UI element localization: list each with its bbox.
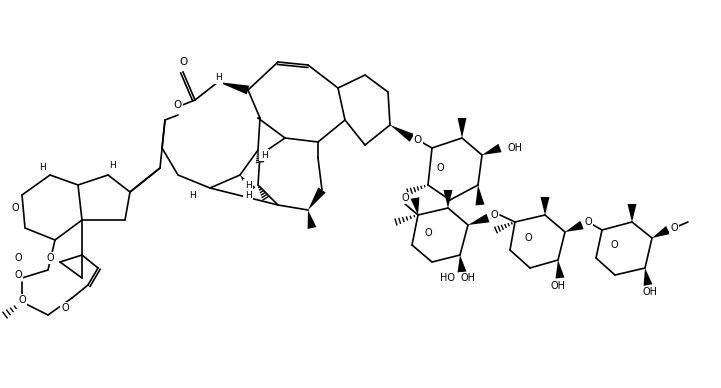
Text: O: O (490, 210, 497, 220)
Text: H: H (260, 151, 267, 159)
Text: O: O (671, 223, 678, 233)
Text: H: H (39, 163, 45, 171)
Text: OH: OH (508, 143, 523, 153)
Text: H: H (215, 73, 221, 83)
Text: O: O (584, 217, 592, 227)
Text: O: O (179, 57, 187, 67)
Text: O: O (61, 303, 68, 313)
Polygon shape (652, 226, 670, 238)
Text: O: O (14, 253, 22, 263)
Polygon shape (482, 144, 502, 155)
Text: O: O (18, 295, 26, 305)
Text: OH: OH (642, 287, 658, 297)
Text: O: O (12, 203, 19, 213)
Text: H: H (110, 161, 116, 170)
Polygon shape (644, 268, 653, 286)
Text: O: O (401, 193, 409, 203)
Polygon shape (410, 197, 420, 215)
Polygon shape (555, 260, 565, 279)
Text: H: H (244, 180, 252, 189)
Polygon shape (458, 118, 466, 138)
Text: OH: OH (551, 281, 565, 291)
Polygon shape (468, 214, 490, 225)
Text: H: H (244, 191, 252, 199)
Polygon shape (443, 190, 453, 208)
Polygon shape (458, 255, 466, 272)
Polygon shape (218, 82, 249, 94)
Text: O: O (14, 270, 22, 280)
Polygon shape (476, 185, 485, 206)
Text: OH: OH (461, 273, 476, 283)
Polygon shape (627, 204, 637, 222)
Text: O: O (436, 163, 444, 173)
Text: O: O (424, 228, 432, 238)
Polygon shape (541, 197, 549, 215)
Text: O: O (414, 135, 422, 145)
Text: O: O (610, 240, 618, 250)
Text: O: O (46, 253, 54, 263)
Polygon shape (308, 187, 326, 210)
Text: H: H (189, 192, 195, 201)
Polygon shape (565, 221, 584, 232)
Text: O: O (174, 100, 182, 110)
Text: HO: HO (440, 273, 455, 283)
Polygon shape (308, 210, 317, 229)
Text: O: O (524, 233, 532, 243)
Polygon shape (390, 125, 415, 142)
Polygon shape (240, 175, 255, 193)
